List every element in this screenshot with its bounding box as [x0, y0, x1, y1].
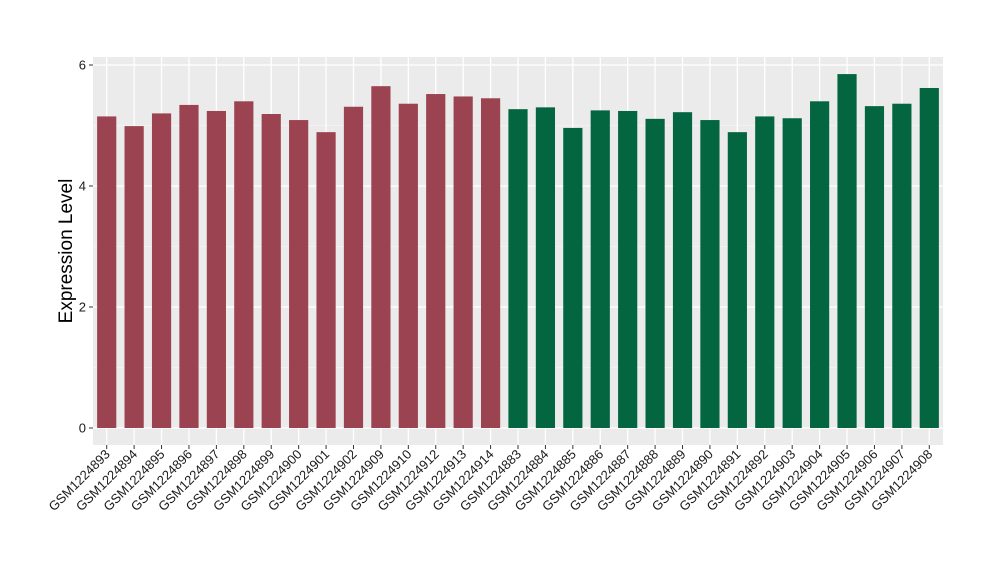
- bar-GSM1224896: [179, 104, 199, 429]
- bar-GSM1224913: [453, 96, 473, 429]
- bar-GSM1224908: [919, 87, 939, 429]
- bar-GSM1224909: [371, 86, 391, 429]
- bar-GSM1224914: [480, 98, 501, 429]
- bars: [97, 74, 939, 429]
- bar-GSM1224904: [810, 101, 830, 429]
- bar-GSM1224907: [892, 103, 912, 428]
- bar-GSM1224890: [700, 120, 720, 429]
- bar-GSM1224897: [206, 110, 226, 428]
- bar-GSM1224903: [782, 118, 802, 429]
- bar-GSM1224905: [837, 74, 857, 428]
- y-tick-label: 2: [79, 300, 86, 315]
- bar-GSM1224910: [398, 103, 418, 428]
- bar-GSM1224902: [343, 106, 364, 429]
- bar-GSM1224888: [645, 118, 665, 428]
- y-tick-label: 0: [79, 421, 86, 436]
- bar-GSM1224892: [755, 116, 775, 429]
- bar-GSM1224889: [672, 112, 693, 428]
- bar-GSM1224884: [535, 107, 556, 428]
- bar-GSM1224887: [618, 110, 638, 428]
- bar-GSM1224885: [563, 127, 583, 429]
- bar-GSM1224906: [864, 106, 885, 428]
- bar-GSM1224899: [261, 114, 281, 428]
- bar-GSM1224898: [234, 101, 254, 429]
- y-tick-label: 4: [79, 179, 86, 194]
- y-axis-title: Expression Level: [56, 179, 77, 324]
- bar-GSM1224901: [316, 132, 336, 428]
- bar-GSM1224893: [97, 116, 117, 429]
- y-axis: 0 2 4 6: [79, 58, 93, 436]
- bar-GSM1224900: [289, 120, 309, 429]
- bar-GSM1224895: [151, 113, 172, 429]
- x-axis: GSM1224893GSM1224894GSM1224895GSM1224896…: [45, 445, 935, 514]
- bar-GSM1224886: [590, 110, 610, 428]
- bar-GSM1224891: [727, 132, 747, 428]
- bar-GSM1224912: [426, 94, 446, 428]
- bar-GSM1224894: [124, 126, 144, 428]
- bar-GSM1224883: [508, 109, 528, 428]
- y-tick-label: 6: [79, 58, 86, 73]
